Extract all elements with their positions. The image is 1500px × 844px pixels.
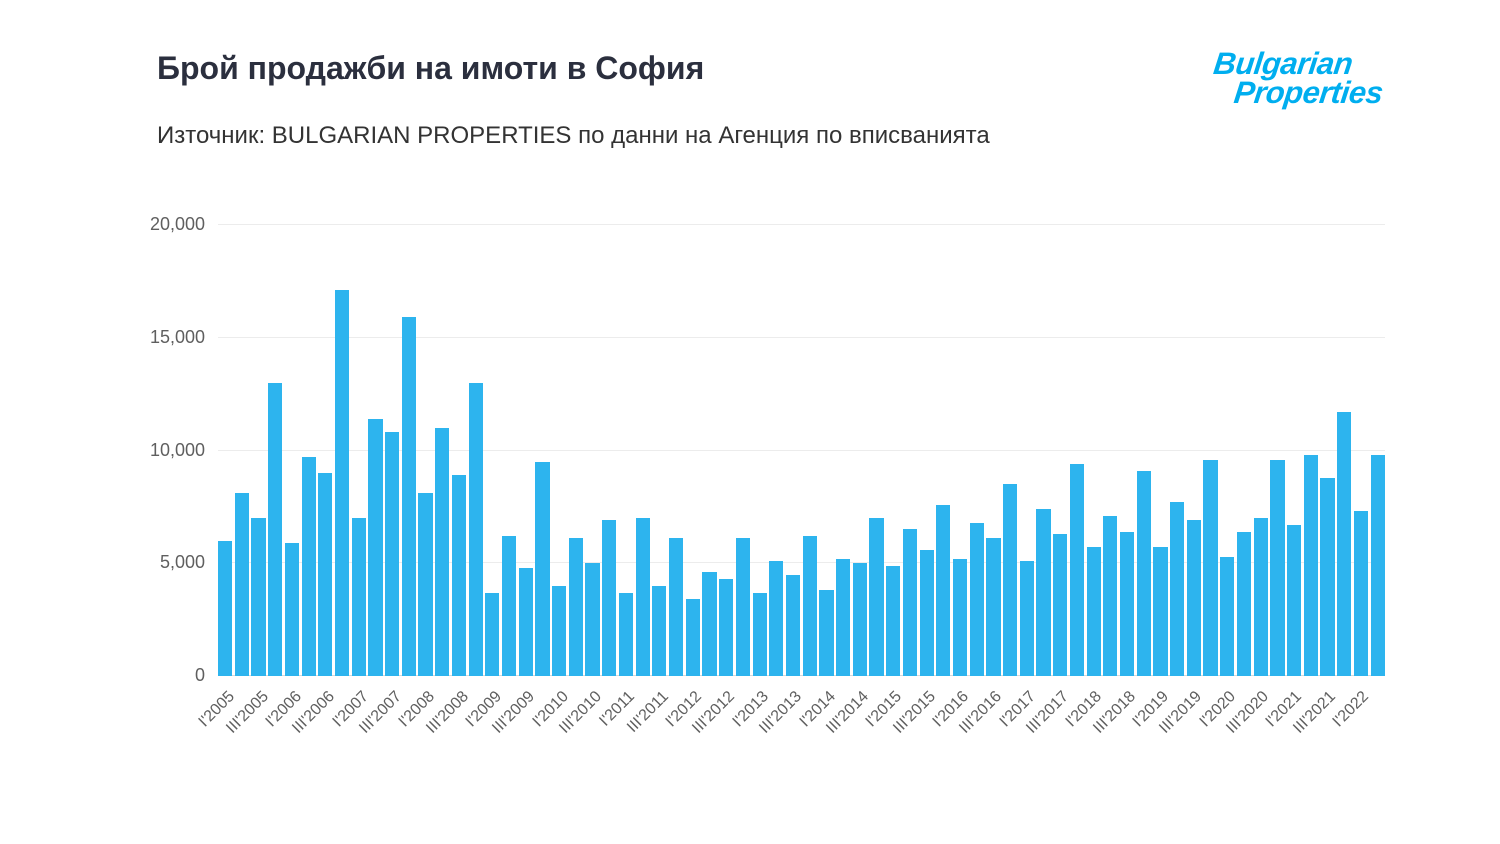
bar-IV'2017	[1069, 464, 1085, 676]
bar-II'2007	[368, 418, 383, 676]
bar-IV'2010	[602, 520, 617, 676]
gridline-20000	[218, 224, 1385, 225]
bar-II'2019	[1170, 502, 1185, 676]
page-title: Брой продажби на имоти в София	[157, 50, 705, 86]
bar-IV'2007	[401, 317, 416, 676]
bar-IV'2018	[1136, 470, 1151, 676]
bar-I'2022	[1353, 511, 1369, 676]
bar-series	[218, 225, 1385, 676]
bar-III'2006	[318, 473, 333, 676]
bar-II'2017	[1036, 509, 1051, 676]
y-tick-label-5000: 5,000	[159, 552, 205, 573]
bar-IV'2009	[535, 461, 550, 676]
bar-I'2017	[1019, 561, 1034, 676]
bar-II'2008	[435, 427, 450, 676]
bar-I'2012	[685, 599, 700, 676]
bar-III'2015	[919, 549, 934, 676]
bar-I'2005	[218, 540, 233, 676]
bar-I'2018	[1086, 547, 1101, 676]
bar-IV'2008	[468, 382, 483, 676]
bar-II'2015	[902, 529, 918, 676]
bar-III'2009	[518, 567, 533, 676]
logo-line2: Properties	[1232, 74, 1385, 110]
bar-IV'2011	[668, 538, 684, 676]
gridline-15000	[218, 336, 1385, 338]
gridline-5000	[218, 562, 1385, 564]
bar-III'2011	[652, 585, 667, 676]
bulgarian-properties-logo: Bulgarian Properties	[1208, 46, 1387, 110]
bar-I'2008	[418, 493, 433, 676]
y-tick-label-15000: 15,000	[149, 326, 205, 347]
bar-II'2012	[702, 572, 717, 676]
bar-I'2016	[952, 558, 968, 676]
y-tick-label-0: 0	[194, 665, 205, 685]
bar-II'2020	[1236, 531, 1252, 676]
bar-II'2014	[836, 558, 851, 676]
bar-III'2013	[785, 574, 801, 676]
bar-I'2021	[1287, 524, 1302, 676]
bar-IV'2014	[869, 518, 884, 676]
bar-IV'2012	[735, 538, 750, 676]
bar-I'2020	[1220, 556, 1235, 676]
bar-IV'2013	[802, 536, 817, 676]
gridline-0	[218, 675, 1385, 676]
bar-IV'2016	[1003, 484, 1018, 676]
gridlines	[218, 224, 1385, 676]
bar-IV'2020	[1270, 459, 1285, 676]
bar-II'2022	[1370, 455, 1385, 676]
gridline-10000	[218, 449, 1385, 451]
bar-I'2019	[1153, 547, 1168, 676]
bar-I'2007	[351, 518, 366, 676]
bar-II'2009	[501, 536, 517, 676]
bar-III'2019	[1186, 520, 1201, 676]
bar-II'2006	[301, 457, 316, 676]
bar-III'2017	[1053, 533, 1068, 676]
bar-IV'2021	[1337, 412, 1352, 676]
bar-III'2007	[385, 432, 400, 676]
bar-IV'2015	[936, 504, 951, 676]
bar-III'2005	[251, 518, 266, 676]
bar-II'2013	[769, 561, 784, 676]
bar-IV'2006	[334, 290, 350, 676]
bar-III'2010	[585, 563, 600, 676]
bar-III'2020	[1253, 518, 1268, 676]
bar-III'2018	[1119, 531, 1135, 676]
bar-II'2018	[1103, 515, 1118, 676]
bar-II'2005	[234, 493, 249, 676]
bar-III'2014	[852, 563, 867, 676]
bar-I'2006	[284, 542, 300, 676]
bar-IV'2019	[1203, 459, 1218, 676]
y-tick-label-20000: 20,000	[149, 214, 205, 234]
bar-I'2015	[886, 565, 901, 676]
bar-III'2016	[986, 538, 1001, 676]
bar-I'2013	[752, 592, 767, 676]
bar-I'2014	[819, 590, 834, 676]
bar-I'2011	[618, 592, 634, 676]
y-tick-label-10000: 10,000	[149, 439, 205, 460]
chart-source-text: Източник: BULGARIAN PROPERTIES по данни …	[157, 122, 990, 149]
bar-I'2009	[485, 592, 500, 676]
bar-III'2008	[451, 475, 467, 676]
bar-IV'2005	[268, 382, 283, 676]
bar-II'2010	[568, 538, 583, 676]
bar-III'2021	[1320, 477, 1335, 676]
bar-III'2012	[719, 579, 734, 676]
bar-II'2016	[969, 522, 984, 676]
bar-I'2010	[552, 585, 567, 676]
bar-II'2021	[1303, 455, 1318, 676]
bar-chart-plot-area	[218, 224, 1385, 676]
bar-II'2011	[635, 518, 650, 676]
